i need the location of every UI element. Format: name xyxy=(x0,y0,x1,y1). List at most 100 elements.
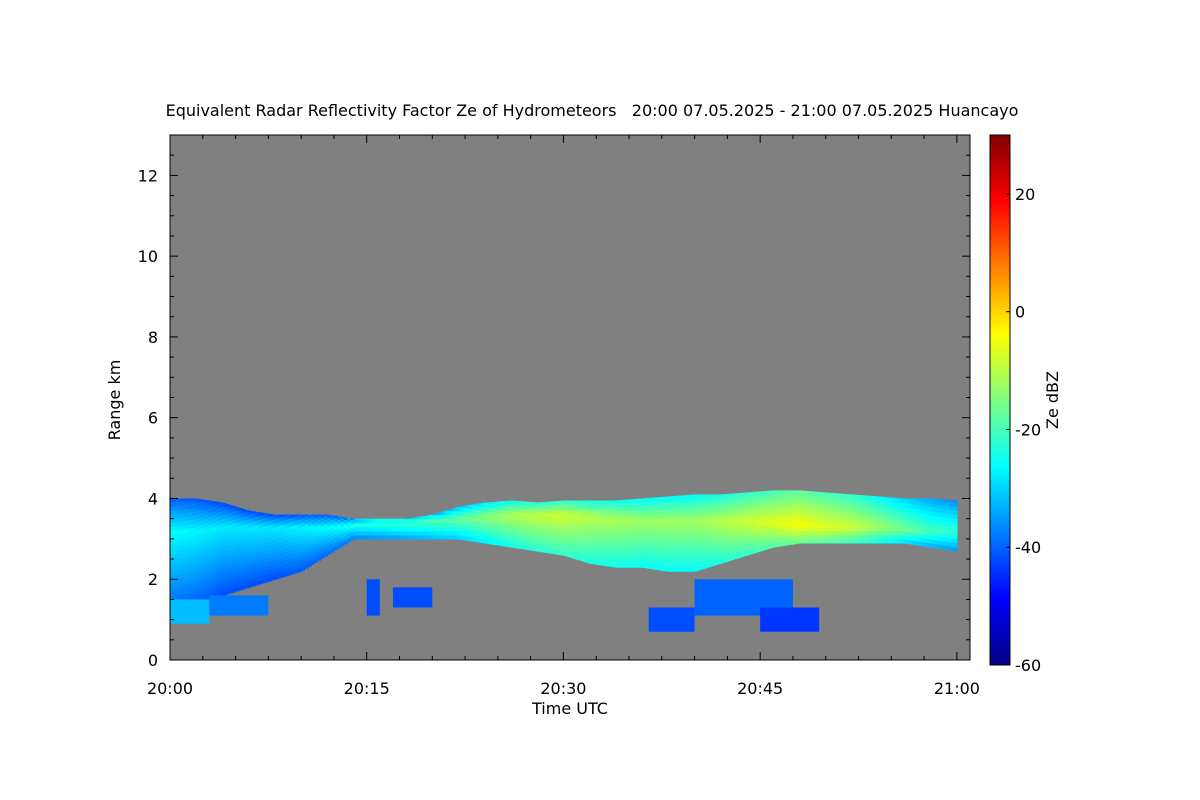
reflectivity-cell xyxy=(910,499,915,505)
reflectivity-cell xyxy=(586,522,591,527)
reflectivity-cell xyxy=(255,536,260,541)
reflectivity-cell xyxy=(596,500,601,505)
reflectivity-cell xyxy=(212,550,217,556)
reflectivity-cell xyxy=(501,537,506,543)
reflectivity-cell xyxy=(838,530,843,536)
reflectivity-cell xyxy=(815,514,820,520)
reflectivity-cell xyxy=(583,545,587,551)
reflectivity-cell xyxy=(281,552,286,558)
reflectivity-cell xyxy=(924,517,928,523)
reflectivity-cell xyxy=(786,532,791,538)
reflectivity-cell xyxy=(655,508,660,514)
reflectivity-cell xyxy=(566,516,571,521)
reflectivity-cell xyxy=(179,593,184,599)
reflectivity-cell xyxy=(602,500,607,506)
reflectivity-cell xyxy=(904,510,909,516)
reflectivity-cell xyxy=(540,523,545,529)
reflectivity-cell xyxy=(281,548,286,554)
x-tick-label: 20:00 xyxy=(147,679,193,698)
reflectivity-cell xyxy=(878,530,883,536)
reflectivity-cell xyxy=(615,546,620,552)
reflectivity-cell xyxy=(638,518,643,524)
reflectivity-cell xyxy=(274,534,279,539)
reflectivity-cell xyxy=(720,518,725,523)
reflectivity-cell xyxy=(727,495,732,501)
reflectivity-cell xyxy=(225,545,230,551)
reflectivity-cell xyxy=(661,534,666,539)
reflectivity-cell xyxy=(242,556,247,562)
reflectivity-cell xyxy=(832,534,837,540)
reflectivity-cell xyxy=(507,510,512,515)
reflectivity-cell xyxy=(753,516,758,521)
reflectivity-cell xyxy=(347,517,351,523)
reflectivity-cell xyxy=(379,522,384,528)
reflectivity-cell xyxy=(661,497,666,503)
reflectivity-cell xyxy=(743,498,748,504)
reflectivity-cell xyxy=(576,543,581,549)
reflectivity-cell xyxy=(333,521,338,527)
reflectivity-cell xyxy=(802,514,807,520)
reflectivity-cell xyxy=(301,521,306,527)
reflectivity-cell xyxy=(697,494,702,498)
reflectivity-cell xyxy=(196,574,201,580)
reflectivity-cell xyxy=(596,507,601,513)
reflectivity-cell xyxy=(242,552,247,558)
reflectivity-cell xyxy=(324,543,328,549)
reflectivity-cell xyxy=(940,544,945,550)
reflectivity-cell xyxy=(648,548,653,553)
reflectivity-cell xyxy=(497,516,502,522)
reflectivity-cell xyxy=(730,493,735,496)
reflectivity-cell xyxy=(783,520,787,526)
reflectivity-cell xyxy=(638,555,643,560)
reflectivity-cell xyxy=(497,501,502,506)
reflectivity-cell xyxy=(199,548,204,554)
reflectivity-cell xyxy=(756,511,761,516)
reflectivity-cell xyxy=(812,534,817,540)
reflectivity-cell xyxy=(524,504,528,510)
reflectivity-cell xyxy=(340,517,345,523)
reflectivity-cell xyxy=(609,562,614,567)
reflectivity-cell xyxy=(661,558,666,563)
reflectivity-cell xyxy=(848,506,853,512)
reflectivity-cell xyxy=(694,522,699,527)
reflectivity-cell xyxy=(697,541,702,547)
reflectivity-cell xyxy=(333,529,338,535)
reflectivity-cell xyxy=(317,547,322,553)
reflectivity-cell xyxy=(851,518,856,524)
reflectivity-cell xyxy=(792,519,797,525)
reflectivity-cell xyxy=(219,575,224,581)
reflectivity-cell xyxy=(520,532,525,538)
reflectivity-cell xyxy=(691,518,696,524)
reflectivity-cell xyxy=(304,519,309,525)
reflectivity-cell xyxy=(199,589,204,594)
reflectivity-cell xyxy=(248,526,253,531)
reflectivity-cell xyxy=(330,515,335,521)
reflectivity-cell xyxy=(766,490,771,493)
reflectivity-cell xyxy=(510,539,515,544)
reflectivity-cell xyxy=(219,507,224,512)
reflectivity-cell xyxy=(494,536,499,542)
reflectivity-cell xyxy=(573,522,578,527)
reflectivity-cell xyxy=(796,522,801,528)
reflectivity-cell xyxy=(710,549,715,555)
reflectivity-cell xyxy=(215,529,220,534)
reflectivity-cell xyxy=(838,494,843,500)
reflectivity-cell xyxy=(602,545,607,550)
reflectivity-cell xyxy=(750,545,755,551)
reflectivity-cell xyxy=(248,554,253,560)
reflectivity-cell xyxy=(442,514,447,520)
reflectivity-cell xyxy=(622,538,627,544)
reflectivity-cell xyxy=(835,514,840,520)
reflectivity-cell xyxy=(274,562,279,568)
reflectivity-cell xyxy=(717,551,722,557)
reflectivity-cell xyxy=(438,514,443,520)
reflectivity-cell xyxy=(291,514,296,518)
reflectivity-cell xyxy=(314,537,319,543)
reflectivity-cell xyxy=(943,541,948,546)
reflectivity-cell xyxy=(671,563,676,568)
reflectivity-cell xyxy=(904,502,909,508)
reflectivity-cell xyxy=(514,515,519,521)
reflectivity-cell xyxy=(219,503,224,508)
reflectivity-cell xyxy=(756,527,761,532)
reflectivity-cell xyxy=(897,518,902,524)
